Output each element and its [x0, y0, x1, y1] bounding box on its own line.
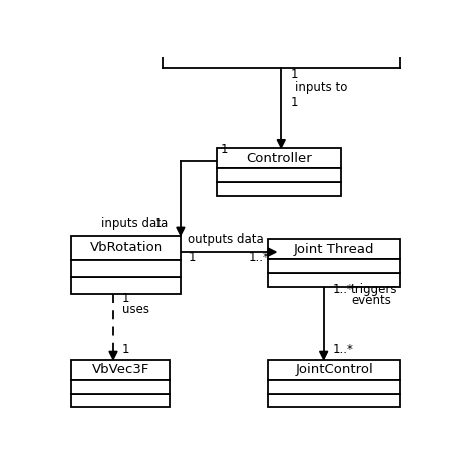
Text: 1..*: 1..*	[248, 251, 269, 264]
Bar	[72, 360, 170, 380]
Text: 1: 1	[291, 96, 298, 109]
Bar	[268, 259, 400, 273]
Text: 1: 1	[291, 68, 298, 81]
Text: uses: uses	[122, 303, 149, 316]
Bar	[268, 380, 400, 393]
Text: 1: 1	[188, 251, 196, 264]
Text: 1: 1	[221, 143, 228, 156]
Text: triggers: triggers	[351, 283, 398, 296]
Bar	[72, 260, 181, 277]
Polygon shape	[109, 351, 117, 359]
Text: JointControl: JointControl	[295, 363, 373, 376]
Text: VbVec3F: VbVec3F	[92, 363, 149, 376]
Text: 1: 1	[122, 343, 129, 356]
Bar	[72, 380, 170, 393]
Bar	[72, 236, 181, 260]
Polygon shape	[177, 228, 185, 236]
Bar	[268, 239, 400, 259]
Text: events: events	[351, 294, 391, 307]
Bar	[218, 168, 341, 182]
Bar	[72, 277, 181, 294]
Polygon shape	[277, 140, 285, 148]
Text: Controller: Controller	[246, 152, 312, 164]
Text: 1: 1	[155, 217, 163, 229]
Text: Joint Thread: Joint Thread	[294, 243, 374, 256]
Polygon shape	[319, 351, 328, 359]
Bar	[72, 393, 170, 407]
Text: 1: 1	[122, 292, 129, 305]
Polygon shape	[268, 248, 276, 256]
Bar	[268, 393, 400, 407]
Text: 1..*: 1..*	[333, 283, 354, 296]
Bar	[268, 360, 400, 380]
Bar	[218, 182, 341, 196]
Text: inputs data: inputs data	[100, 217, 168, 229]
Text: inputs to: inputs to	[295, 82, 347, 94]
Bar	[268, 273, 400, 287]
Text: 1..*: 1..*	[333, 343, 354, 356]
Text: outputs data: outputs data	[188, 233, 264, 246]
Bar	[218, 148, 341, 168]
Text: VbRotation: VbRotation	[90, 241, 163, 255]
